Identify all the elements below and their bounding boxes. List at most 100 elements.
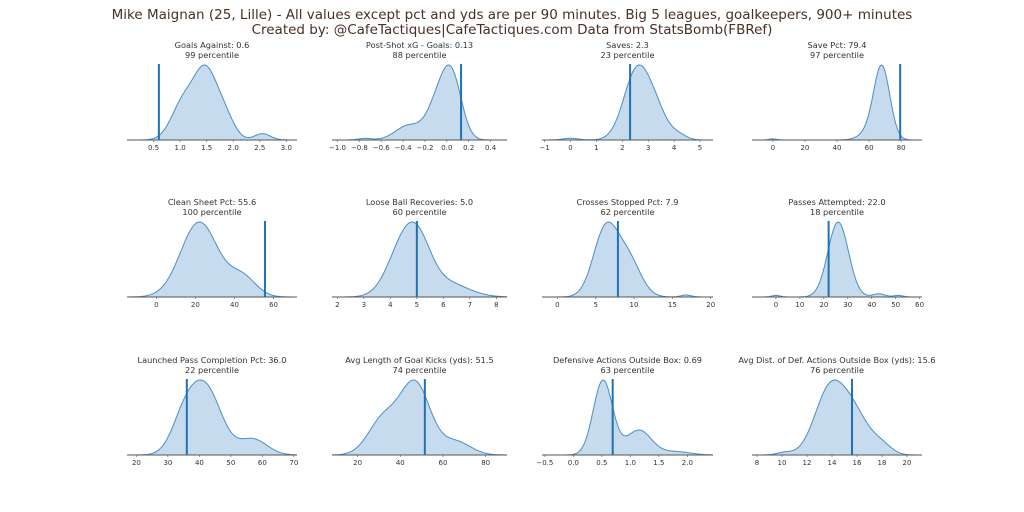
kde-panel: 20 30 40 50 60 70 Launched Pass Completion Pct…	[127, 355, 298, 467]
panel-title: Goals Against: 0.6	[175, 40, 250, 50]
panel-percentile: 97 percentile	[810, 50, 864, 60]
kde-panel: −1 0 1 2 3 4 5 Saves: 2.323 percentile	[539, 40, 713, 152]
x-tick-label: 40	[833, 144, 842, 152]
density-area	[332, 65, 507, 140]
density-line	[752, 379, 922, 456]
x-tick-label: 60	[865, 144, 874, 152]
panel-title: Passes Attempted: 22.0	[788, 197, 885, 207]
panel-percentile: 22 percentile	[185, 365, 239, 375]
density-area	[542, 65, 713, 140]
density-line	[332, 64, 507, 141]
x-tick-label: 12	[803, 459, 812, 467]
panel-title: Clean Sheet Pct: 55.6	[168, 197, 256, 207]
chart-title: Mike Maignan (25, Lille) - All values ex…	[111, 7, 913, 23]
density-area	[752, 222, 922, 297]
x-tick-label: 2	[620, 144, 624, 152]
density-area	[752, 380, 922, 455]
panel-percentile: 99 percentile	[185, 50, 239, 60]
x-tick-label: 0	[774, 301, 778, 309]
x-tick-label: 0.0	[441, 144, 452, 152]
x-tick-label: 40	[396, 459, 405, 467]
density-area	[752, 65, 922, 140]
x-tick-label: 3	[646, 144, 650, 152]
panel-title: Defensive Actions Outside Box: 0.69	[553, 355, 702, 365]
x-tick-label: 50	[226, 459, 235, 467]
x-tick-label: 80	[481, 459, 490, 467]
x-tick-label: 0	[555, 301, 559, 309]
x-tick-label: 0.4	[485, 144, 497, 152]
density-line	[542, 64, 713, 141]
x-tick-label: 80	[897, 144, 906, 152]
x-tick-label: 0.5	[148, 144, 159, 152]
density-line	[332, 221, 508, 298]
density-line	[127, 379, 298, 456]
x-tick-label: 0	[771, 144, 775, 152]
x-tick-label: 40	[867, 301, 876, 309]
panel-percentile: 62 percentile	[601, 207, 655, 217]
x-tick-label: 20	[353, 459, 362, 467]
x-tick-label: −1	[539, 144, 549, 152]
x-tick-label: 2.0	[682, 459, 693, 467]
panel-percentile: 18 percentile	[810, 207, 864, 217]
x-tick-label: −0.8	[351, 144, 368, 152]
x-tick-label: 60	[915, 301, 924, 309]
density-line	[127, 221, 297, 298]
x-tick-label: 0.5	[596, 459, 607, 467]
kde-panel: 8 10 12 14 16 18 20 Avg Dist. of Def. Actions O…	[738, 355, 935, 467]
x-tick-label: 15	[668, 301, 677, 309]
x-tick-label: 3	[362, 301, 366, 309]
x-tick-label: 6	[441, 301, 446, 309]
x-tick-label: 14	[828, 459, 837, 467]
density-area	[332, 222, 507, 297]
x-tick-label: 60	[269, 301, 278, 309]
x-tick-label: 5	[698, 144, 702, 152]
x-tick-label: −1.0	[329, 144, 346, 152]
x-tick-label: 60	[439, 459, 448, 467]
x-tick-label: −0.4	[395, 144, 413, 152]
x-tick-label: 40	[195, 459, 204, 467]
x-tick-label: −0.6	[373, 144, 391, 152]
x-tick-label: 30	[843, 301, 852, 309]
panel-percentile: 88 percentile	[393, 50, 447, 60]
x-tick-label: 20	[191, 301, 200, 309]
x-tick-label: 20	[132, 459, 141, 467]
x-tick-label: 7	[468, 301, 472, 309]
density-line	[332, 379, 507, 456]
x-tick-label: 1.0	[625, 459, 636, 467]
x-tick-label: 4	[388, 301, 393, 309]
x-tick-label: 0	[154, 301, 158, 309]
x-tick-label: 1.5	[201, 144, 212, 152]
x-tick-label: 60	[258, 459, 267, 467]
chart-subtitle-credits: Created by: @CafeTactiques|CafeTactiques…	[251, 22, 773, 38]
x-tick-label: 0	[568, 144, 572, 152]
panel-title: Avg Length of Goal Kicks (yds): 51.5	[345, 355, 493, 365]
x-tick-label: 5	[415, 301, 419, 309]
kde-panel: −1.0 −0.8 −0.6 −0.4 −0.2 0.0 0.2 0.4 Post-Shot x…	[329, 40, 507, 152]
density-area	[332, 380, 507, 455]
x-tick-label: −0.2	[416, 144, 433, 152]
panel-percentile: 23 percentile	[601, 50, 655, 60]
kde-panel: 0 5 10 15 20 Crosses Stopped Pct: 7.962 perce…	[542, 197, 715, 309]
kde-panel: 2 3 4 5 6 7 8 Loose Ball Recoveries: 5.060 perc…	[332, 197, 508, 309]
kde-panel: 0 10 20 30 40 50 60 Passes Attempted: 22.018 pe…	[752, 197, 924, 309]
panel-title: Loose Ball Recoveries: 5.0	[366, 197, 473, 207]
density-line	[542, 221, 713, 298]
panel-percentile: 63 percentile	[601, 365, 655, 375]
x-tick-label: 1	[594, 144, 598, 152]
panel-percentile: 74 percentile	[393, 365, 447, 375]
density-line	[127, 64, 297, 141]
density-area	[127, 65, 297, 140]
x-tick-label: 1.5	[653, 459, 664, 467]
panel-title: Save Pct: 79.4	[808, 40, 867, 50]
panel-title: Crosses Stopped Pct: 7.9	[576, 197, 678, 207]
x-tick-label: −0.5	[536, 459, 553, 467]
x-tick-label: 20	[819, 301, 828, 309]
panel-percentile: 76 percentile	[810, 365, 864, 375]
x-tick-label: 40	[230, 301, 239, 309]
kde-panel: 0.5 1.0 1.5 2.0 2.5 3.0 Goals Against: 0.699 p…	[127, 40, 297, 152]
panel-title: Saves: 2.3	[606, 40, 649, 50]
density-line	[752, 221, 922, 298]
panel-title: Avg Dist. of Def. Actions Outside Box (y…	[738, 355, 935, 365]
kde-panel: −0.5 0.0 0.5 1.0 1.5 2.0 Defensive Actions Out…	[536, 355, 713, 467]
